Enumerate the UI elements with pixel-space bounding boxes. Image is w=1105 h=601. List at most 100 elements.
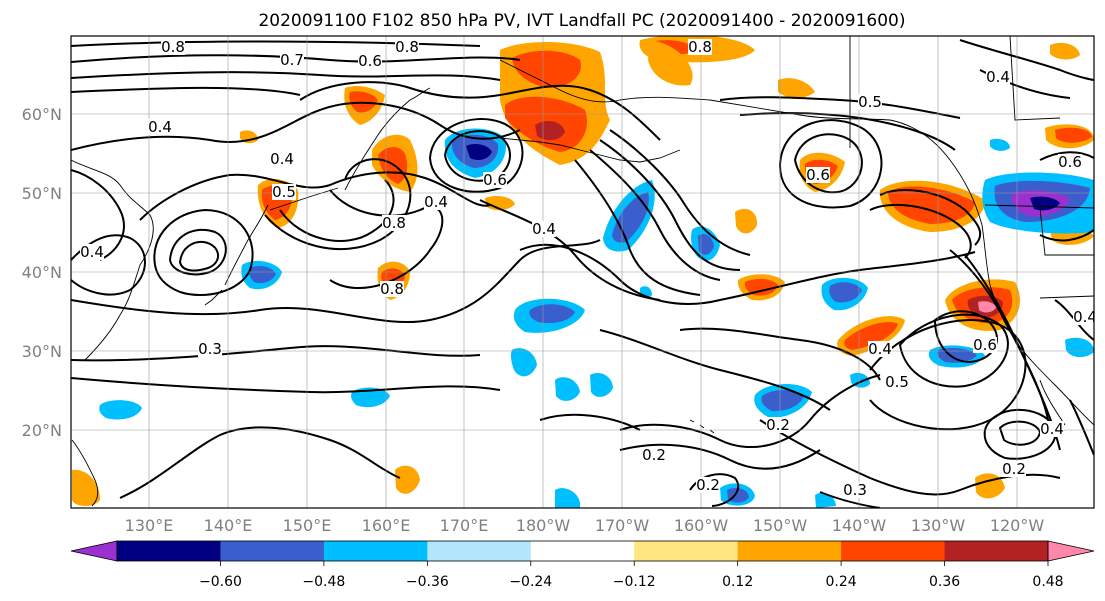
anomaly-positive [778,78,815,98]
contour-label-bg [858,94,882,110]
pv-contours [71,39,1094,508]
contour-label-bg [843,482,867,498]
lat-label: 20°N [22,421,62,440]
contour-label: 0.3 [843,481,867,499]
contour-label: 0.2 [1002,460,1026,478]
anomaly-negative [529,304,575,324]
contour-label: 0.6 [1058,153,1082,171]
contour-label-bg [688,39,712,55]
pv-contour [71,54,521,63]
shaded-anomalies [72,36,1094,508]
contour-labels: 0.8 0.7 0.6 0.8 0.8 0.4 0.4 0.5 0.6 0.4 0.8 0.4 0.6 0… [80,38,1097,499]
map-panel: 0.8 0.7 0.6 0.8 0.8 0.4 0.4 0.5 0.6 0.4 0.8 0.4 0.6 0… [70,35,1097,509]
pv-contour [793,133,863,194]
longitude-labels: 130°E 140°E 150°E 160°E 170°E 180°W 170°W 160°W… [125,516,1045,535]
colorbar-tick-label: −0.24 [509,574,552,590]
pv-contour [71,101,521,151]
anomaly-negative [510,348,537,377]
anomaly-negative [829,282,862,303]
contour-label-bg [986,69,1010,85]
contour-label-bg [272,184,296,200]
contour-label-bg [148,119,172,135]
lat-label: 30°N [22,342,62,361]
lon-label: 140°E [204,516,253,535]
pv-contour [574,159,701,296]
colorbar-extend-high [1047,540,1095,562]
colorbar-tick-label: 0.24 [826,574,857,590]
pv-contour [739,112,956,151]
contour-label: 0.6 [358,52,382,70]
contour-label-bg [382,215,406,231]
pv-contour [619,374,881,448]
pv-contour [71,234,146,296]
anomaly-negative [1065,337,1094,358]
contour-label-bg [1040,421,1064,437]
pv-contour [428,118,524,193]
colorbar-swatch [117,541,221,561]
pv-contour [589,149,721,281]
anomaly-negative [990,138,1010,151]
contour-label: 0.4 [1073,308,1097,326]
colorbar-tick-label: −0.60 [199,574,242,590]
colorbar-swatch [944,541,1049,561]
lat-label: 40°N [22,263,62,282]
pv-contour [479,199,661,301]
anomaly-positive [535,120,565,141]
pv-contour [1069,399,1094,456]
contour-label-bg [532,221,556,237]
anomaly-positive [378,146,408,184]
pv-contour [898,313,1009,388]
contour-label: 0.8 [688,38,712,56]
contour-label-bg [973,337,997,353]
contour-label-bg [358,53,382,69]
pv-contour [178,240,219,272]
anomaly-positive [735,208,758,234]
anomaly-positive [648,40,693,86]
contour-label-bg [380,281,404,297]
pv-contour [619,443,821,470]
coastline-hawaii [689,419,715,434]
anomaly-positive [1050,42,1080,60]
pv-contour [869,203,972,259]
pv-contour [153,208,254,296]
lon-label: 150°W [753,516,808,535]
pv-contour [1039,151,1094,161]
contour-label: 0.4 [424,193,448,211]
contour-label-bg [642,447,666,463]
borders [849,36,1094,299]
colorbar-tick-label: −0.12 [613,574,656,590]
colorbar-swatch [737,541,842,561]
contour-label: 0.8 [395,38,419,56]
pv-contour [778,119,883,209]
contour-label-bg [395,39,419,55]
lon-label: 140°W [832,516,887,535]
contour-label-bg [696,477,720,493]
anomaly-positive [888,186,975,224]
coastline-philippines [71,439,99,507]
lon-label: 160°W [674,516,729,535]
map-frame [70,35,1095,509]
coastline-asia [71,159,154,361]
pv-contour [71,239,601,324]
contour-label-bg [1002,461,1026,477]
coastline-kurils [269,187,339,211]
contour-label-bg [161,39,185,55]
pv-contour [279,179,395,242]
contour-label-bg [766,417,790,433]
pv-contour [1039,229,1094,242]
pv-contour [139,171,491,221]
border-interior [1009,36,1094,256]
anomaly-negative [466,144,492,160]
contour-label: 0.6 [483,171,507,189]
lon-label: 180°W [516,516,571,535]
contour-label-bg [885,374,909,390]
lon-label: 120°W [990,516,1045,535]
anomaly-negative [761,390,804,412]
contour-label: 0.8 [380,280,404,298]
pv-contour [539,413,641,431]
pv-contour [983,408,1057,460]
coastline-kamchatka [344,87,431,191]
contour-label-bg [198,341,222,357]
contour-label: 0.6 [806,166,830,184]
pv-contour [869,319,1027,431]
